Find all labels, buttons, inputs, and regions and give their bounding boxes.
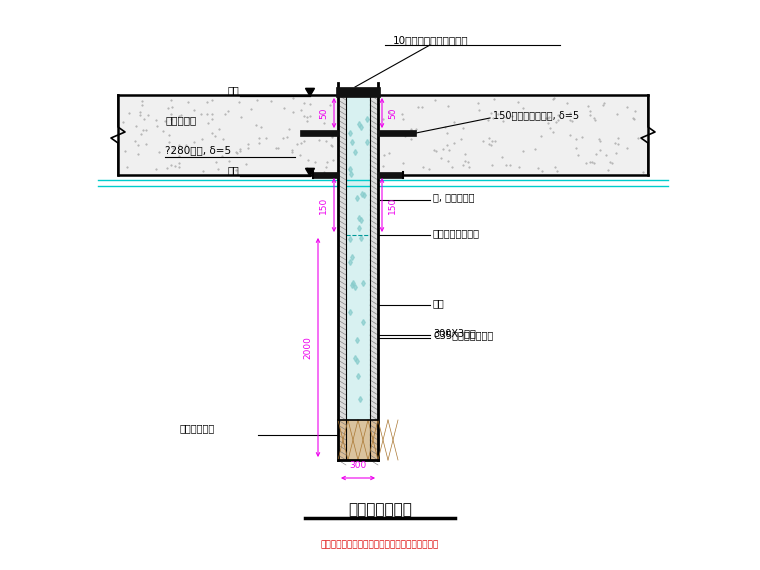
Bar <box>370 95 378 460</box>
Bar <box>346 95 370 460</box>
Text: 板顶: 板顶 <box>227 85 239 95</box>
Bar <box>338 95 346 460</box>
Polygon shape <box>306 88 315 96</box>
Text: 二次砼浇注分界面: 二次砼浇注分界面 <box>433 228 480 238</box>
Text: 300: 300 <box>350 461 366 470</box>
Text: C35微膨胀速凝填实: C35微膨胀速凝填实 <box>433 331 493 340</box>
Polygon shape <box>306 168 315 176</box>
Text: 10厚止水钢板与钢管满焊: 10厚止水钢板与钢管满焊 <box>393 35 469 45</box>
Text: ?280钢管, δ=5: ?280钢管, δ=5 <box>165 145 231 155</box>
Bar <box>378 95 648 175</box>
Bar <box>118 95 338 175</box>
Bar <box>378 130 416 136</box>
Bar <box>338 420 378 460</box>
Text: 最终保留井管底板管井数量根据实际地下水量确定: 最终保留井管底板管井数量根据实际地下水量确定 <box>321 540 439 549</box>
Text: 50: 50 <box>388 107 397 119</box>
Text: 2000: 2000 <box>303 336 312 359</box>
Text: 地下室底板: 地下室底板 <box>165 115 196 125</box>
Text: 井管: 井管 <box>433 298 445 308</box>
Bar <box>336 87 380 97</box>
Text: 回填瓜子片材: 回填瓜子片材 <box>180 423 215 433</box>
Text: 板底: 板底 <box>227 165 239 175</box>
Bar <box>300 130 338 136</box>
Bar <box>378 172 403 178</box>
Text: 砼, 强度同底板: 砼, 强度同底板 <box>433 192 474 202</box>
Text: 300X3钢板: 300X3钢板 <box>433 328 476 338</box>
Text: 50: 50 <box>319 107 328 119</box>
Bar <box>313 172 338 178</box>
Text: 降水井封井详图: 降水井封井详图 <box>348 503 412 518</box>
Text: 150宽环形止水钢板, δ=5: 150宽环形止水钢板, δ=5 <box>493 110 579 120</box>
Text: 150: 150 <box>319 197 328 214</box>
Text: 150: 150 <box>388 197 397 214</box>
